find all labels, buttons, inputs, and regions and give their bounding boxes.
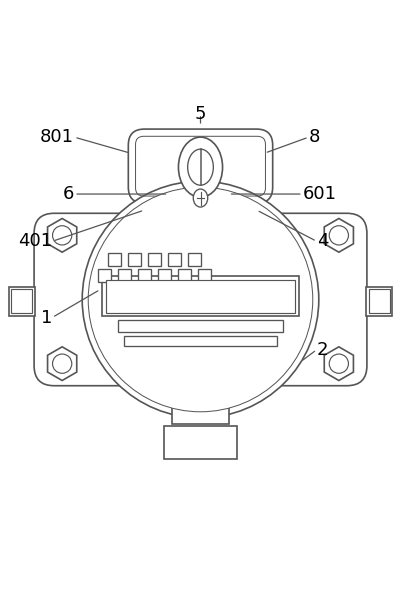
Bar bbox=[98, 269, 111, 282]
Circle shape bbox=[329, 226, 348, 245]
Ellipse shape bbox=[188, 149, 213, 185]
Ellipse shape bbox=[178, 137, 223, 198]
Text: 6: 6 bbox=[63, 185, 74, 203]
Bar bbox=[106, 280, 295, 313]
Ellipse shape bbox=[193, 189, 208, 207]
Bar bbox=[9, 287, 35, 315]
FancyBboxPatch shape bbox=[128, 129, 273, 203]
Bar bbox=[148, 253, 161, 266]
Bar bbox=[118, 269, 131, 282]
Text: 8: 8 bbox=[309, 128, 320, 146]
Bar bbox=[158, 269, 171, 282]
Text: 5: 5 bbox=[195, 105, 206, 123]
Bar bbox=[118, 320, 283, 331]
Text: 401: 401 bbox=[18, 233, 52, 250]
Bar bbox=[178, 269, 191, 282]
Bar bbox=[366, 287, 392, 315]
Bar bbox=[369, 289, 390, 313]
Bar bbox=[164, 426, 237, 459]
FancyBboxPatch shape bbox=[34, 213, 367, 386]
Circle shape bbox=[329, 354, 348, 373]
Bar bbox=[138, 269, 151, 282]
Bar bbox=[108, 253, 121, 266]
Polygon shape bbox=[324, 218, 353, 252]
Bar bbox=[168, 253, 181, 266]
FancyBboxPatch shape bbox=[148, 203, 253, 212]
Polygon shape bbox=[48, 347, 77, 381]
Text: 2: 2 bbox=[317, 340, 328, 359]
Text: 801: 801 bbox=[40, 128, 74, 146]
Bar bbox=[11, 289, 32, 313]
Circle shape bbox=[88, 187, 313, 412]
Bar bbox=[128, 253, 141, 266]
Circle shape bbox=[53, 354, 72, 373]
Text: 1: 1 bbox=[41, 309, 52, 327]
Polygon shape bbox=[48, 218, 77, 252]
Circle shape bbox=[53, 226, 72, 245]
Bar bbox=[198, 269, 211, 282]
Bar bbox=[102, 276, 299, 315]
Text: 4: 4 bbox=[317, 233, 328, 250]
FancyBboxPatch shape bbox=[152, 211, 249, 215]
Bar bbox=[172, 384, 229, 424]
Circle shape bbox=[82, 181, 319, 418]
Bar bbox=[124, 336, 277, 346]
Text: 601: 601 bbox=[303, 185, 337, 203]
Polygon shape bbox=[324, 347, 353, 381]
Bar bbox=[188, 253, 201, 266]
